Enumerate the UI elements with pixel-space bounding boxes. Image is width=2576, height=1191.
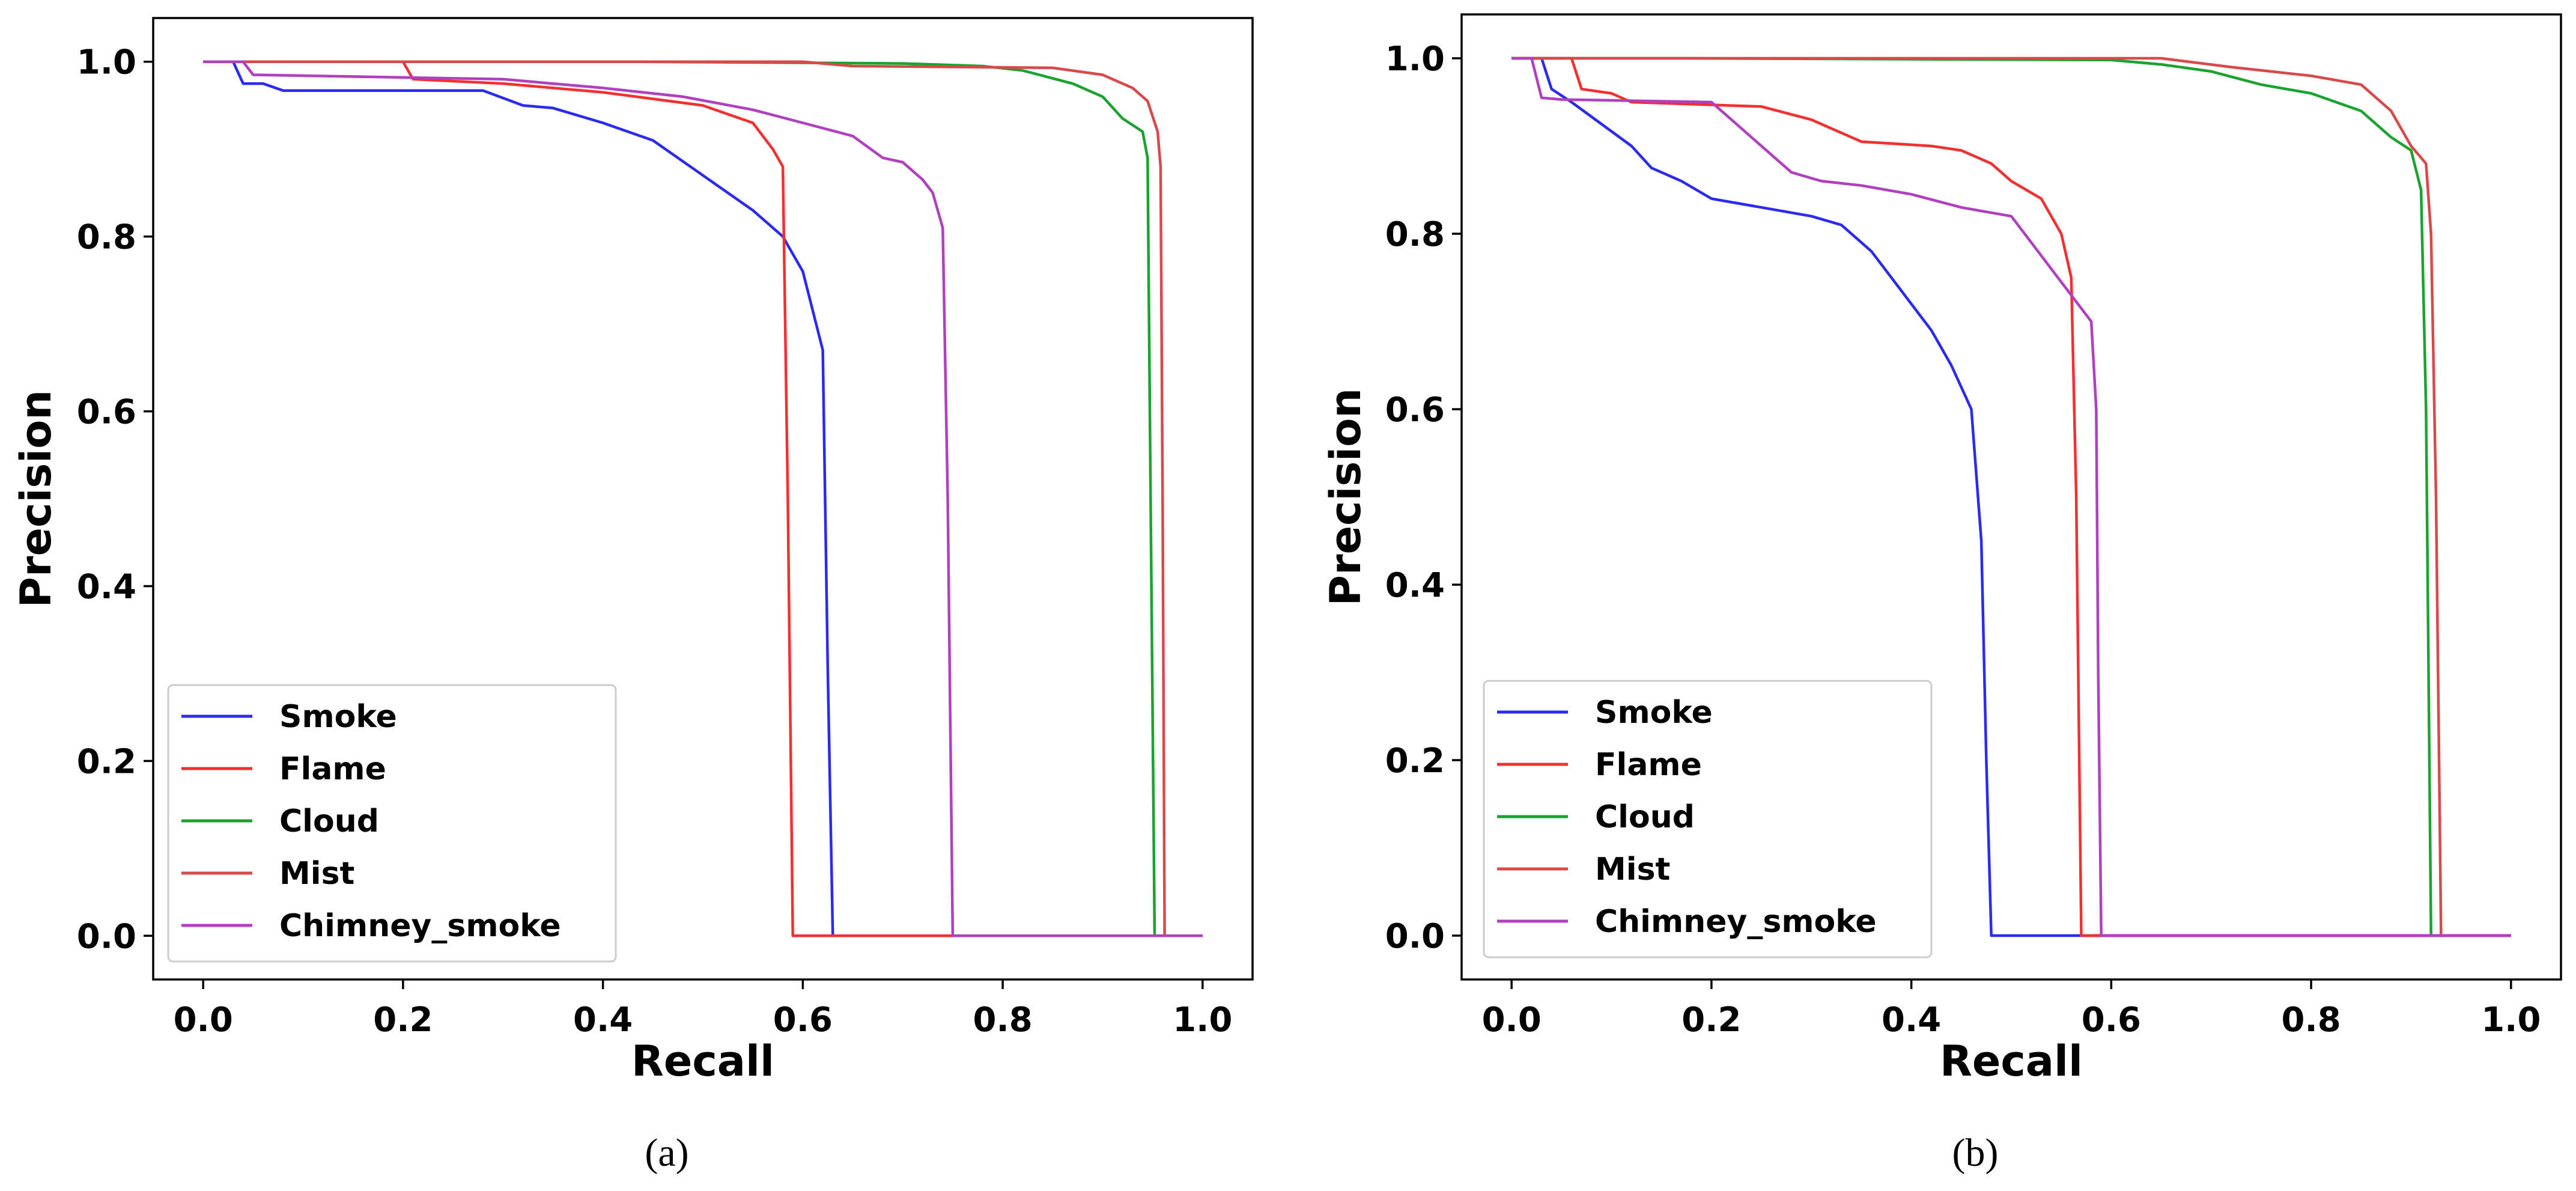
series-line-cloud (203, 60, 1203, 937)
legend-label-flame: Flame (279, 751, 386, 787)
y-tick-label: 0.6 (1385, 391, 1445, 430)
legend (1483, 680, 1933, 958)
y-tick-label: 0.8 (77, 218, 136, 257)
legend-label-smoke: Smoke (279, 699, 397, 735)
panel-label: (a) (645, 1131, 688, 1175)
x-tick-label: 0.6 (2082, 1001, 2141, 1040)
x-axis-title: Recall (1940, 1037, 2083, 1086)
y-tick-label: 0.4 (1385, 566, 1445, 605)
legend-label-chimney_smoke: Chimney_smoke (279, 908, 561, 944)
y-axis-title: Precision (11, 390, 61, 608)
panel-a: 0.0 0.2 0.4 0.6 0.8 1.0 0.0 0.2 0.4 0.6 0.8 1.0 Reca… (11, 17, 1254, 1175)
y-tick-label: 0.2 (77, 742, 136, 781)
y-tick-label: 1.0 (77, 43, 136, 82)
y-axis-title: Precision (1321, 388, 1370, 606)
x-tick-label: 1.0 (1173, 1001, 1232, 1040)
x-tick-label: 1.0 (2481, 1001, 2541, 1040)
series-line-chimney_smoke (203, 60, 1203, 937)
legend-label-chimney_smoke: Chimney_smoke (1595, 904, 1877, 940)
series-line-chimney_smoke (1511, 56, 2511, 937)
series-line-mist (1511, 56, 2511, 937)
plot-frame (1460, 13, 2562, 981)
legend-label-smoke: Smoke (1595, 695, 1713, 731)
x-tick-label: 0.6 (773, 1001, 833, 1040)
x-tick-label: 0.8 (973, 1001, 1032, 1040)
legend-label-cloud: Cloud (279, 803, 379, 839)
y-tick-label: 0.8 (1385, 215, 1445, 254)
y-tick-label: 0.2 (1385, 742, 1445, 781)
x-axis-title: Recall (631, 1037, 774, 1086)
plot-frame (152, 17, 1254, 981)
x-tick-label: 0.2 (1681, 1001, 1741, 1040)
x-tick-label: 0.0 (174, 1001, 233, 1040)
series-line-flame (1511, 56, 2511, 937)
legend-label-mist: Mist (279, 856, 354, 892)
y-tick-label: 1.0 (1385, 40, 1445, 79)
legend-label-mist: Mist (1595, 851, 1670, 888)
y-tick-label: 0.0 (77, 917, 136, 956)
panel-b: 0.0 0.2 0.4 0.6 0.8 1.0 0.0 0.2 0.4 0.6 0.8 1.0 Reca… (1321, 13, 2562, 1175)
legend-label-flame: Flame (1595, 747, 1702, 783)
panel-label: (b) (1952, 1131, 1999, 1175)
y-tick-label: 0.6 (77, 393, 136, 432)
series-line-mist (203, 60, 1203, 937)
x-tick-label: 0.4 (573, 1001, 633, 1040)
x-tick-label: 0.0 (1482, 1001, 1542, 1040)
x-tick-label: 0.2 (373, 1001, 433, 1040)
x-tick-label: 0.8 (2281, 1001, 2341, 1040)
y-tick-label: 0.0 (1385, 917, 1445, 956)
legend-label-cloud: Cloud (1595, 799, 1695, 835)
y-tick-label: 0.4 (77, 567, 136, 606)
x-tick-label: 0.4 (1882, 1001, 1941, 1040)
series-line-smoke (203, 60, 1203, 937)
series-line-smoke (1511, 56, 2511, 937)
legend (167, 684, 617, 963)
series-line-cloud (1511, 56, 2511, 937)
